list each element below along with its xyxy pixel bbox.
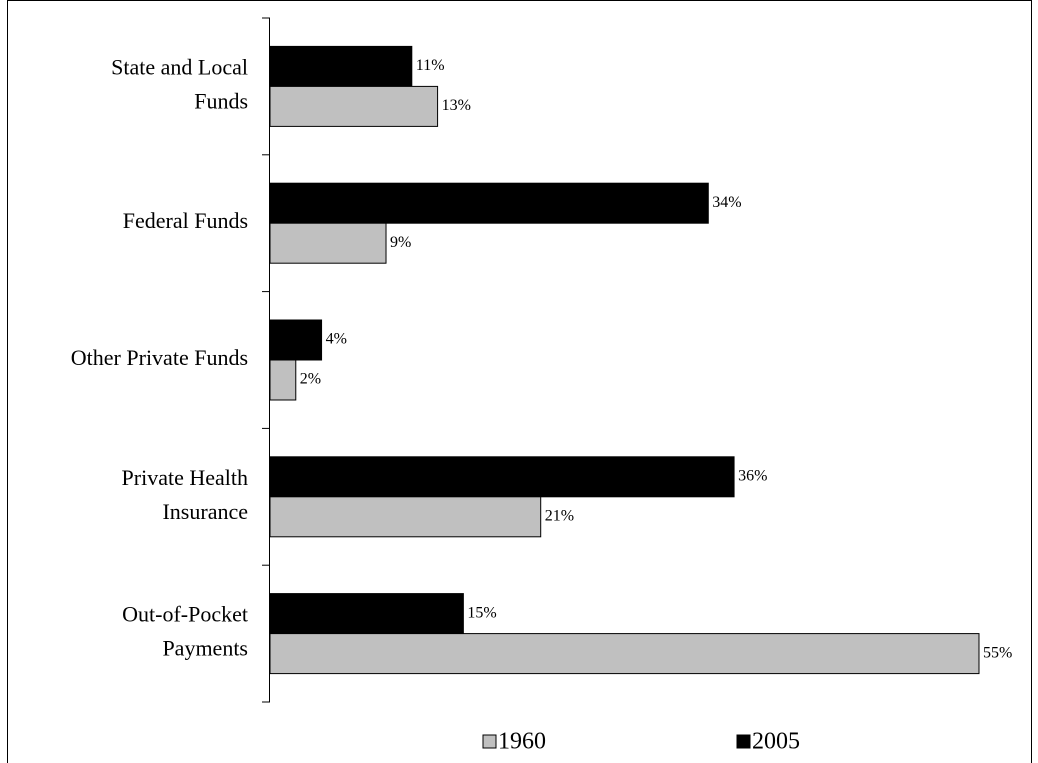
bar [269,222,387,264]
value-label: 13% [442,97,471,114]
category-label: Out-of-Pocket Payments [122,602,248,661]
value-label: 15% [467,604,496,621]
value-label: 11% [416,57,445,74]
value-label: 34% [712,194,741,211]
category-label: Private Health Insurance [122,465,248,524]
bar [269,633,980,675]
value-label: 9% [390,234,411,251]
category-label: State and Local Funds [111,54,248,113]
bar [269,182,709,224]
category-label: Other Private Funds [71,345,248,370]
category-label: Federal Funds [123,208,248,233]
legend-swatch [736,734,751,749]
value-label: 36% [738,467,767,484]
bar [269,456,735,498]
legend-label: 2005 [752,729,800,755]
value-label: 21% [545,507,574,524]
legend-label: 1960 [498,729,546,755]
bar [269,496,542,538]
bar [269,45,413,87]
bar [269,359,297,401]
bar [269,319,323,361]
value-label: 2% [300,371,321,388]
value-label: 55% [983,644,1012,661]
bar [269,85,439,127]
bar [269,593,464,635]
chart-border [7,0,1032,763]
legend-swatch [482,734,497,749]
value-label: 4% [326,331,347,348]
